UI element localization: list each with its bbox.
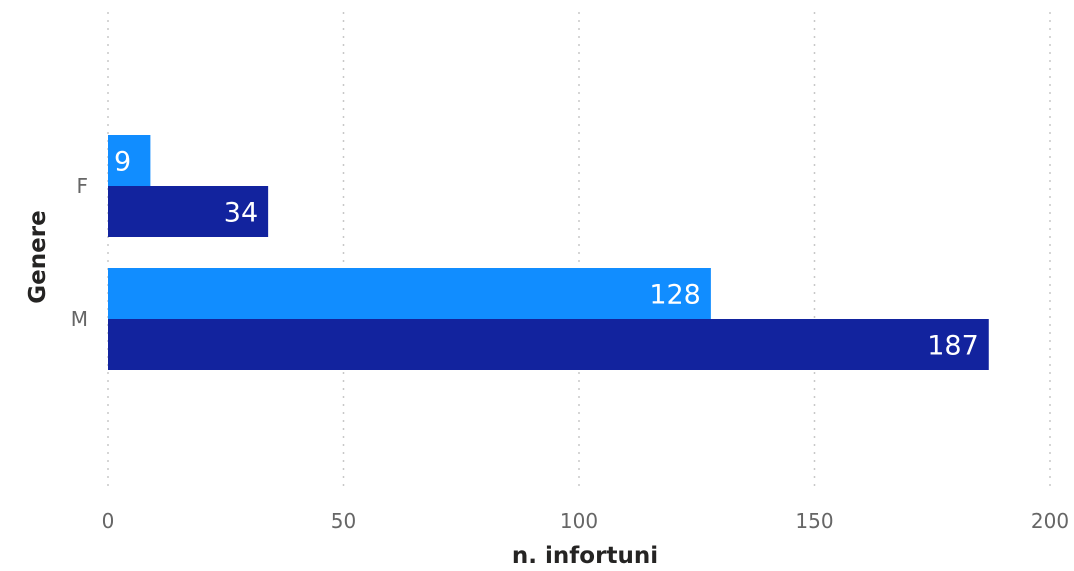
- y-axis-title: Genere: [25, 210, 51, 303]
- data-label: 128: [649, 280, 701, 311]
- x-tick-label: 50: [331, 509, 356, 533]
- category-label: F: [76, 174, 88, 198]
- category-label: M: [71, 307, 88, 331]
- x-tick-label: 200: [1031, 509, 1069, 533]
- x-tick-label: 0: [102, 509, 115, 533]
- x-axis-ticks: 0 50 100 150 200: [102, 509, 1069, 533]
- bar: [108, 319, 989, 370]
- x-axis-title: n. infortuni: [512, 543, 658, 569]
- data-label: 34: [224, 198, 258, 229]
- y-axis-categories: FM: [71, 174, 88, 331]
- data-labels: 9 34 128 187: [114, 147, 979, 362]
- data-label: 187: [927, 331, 979, 362]
- bar: [108, 135, 151, 186]
- x-tick-label: 150: [795, 509, 833, 533]
- data-label: 9: [114, 147, 131, 178]
- bar: [108, 186, 269, 237]
- bars: [108, 135, 989, 370]
- gridlines: [107, 12, 1051, 492]
- x-tick-label: 100: [560, 509, 598, 533]
- bar: [108, 268, 711, 319]
